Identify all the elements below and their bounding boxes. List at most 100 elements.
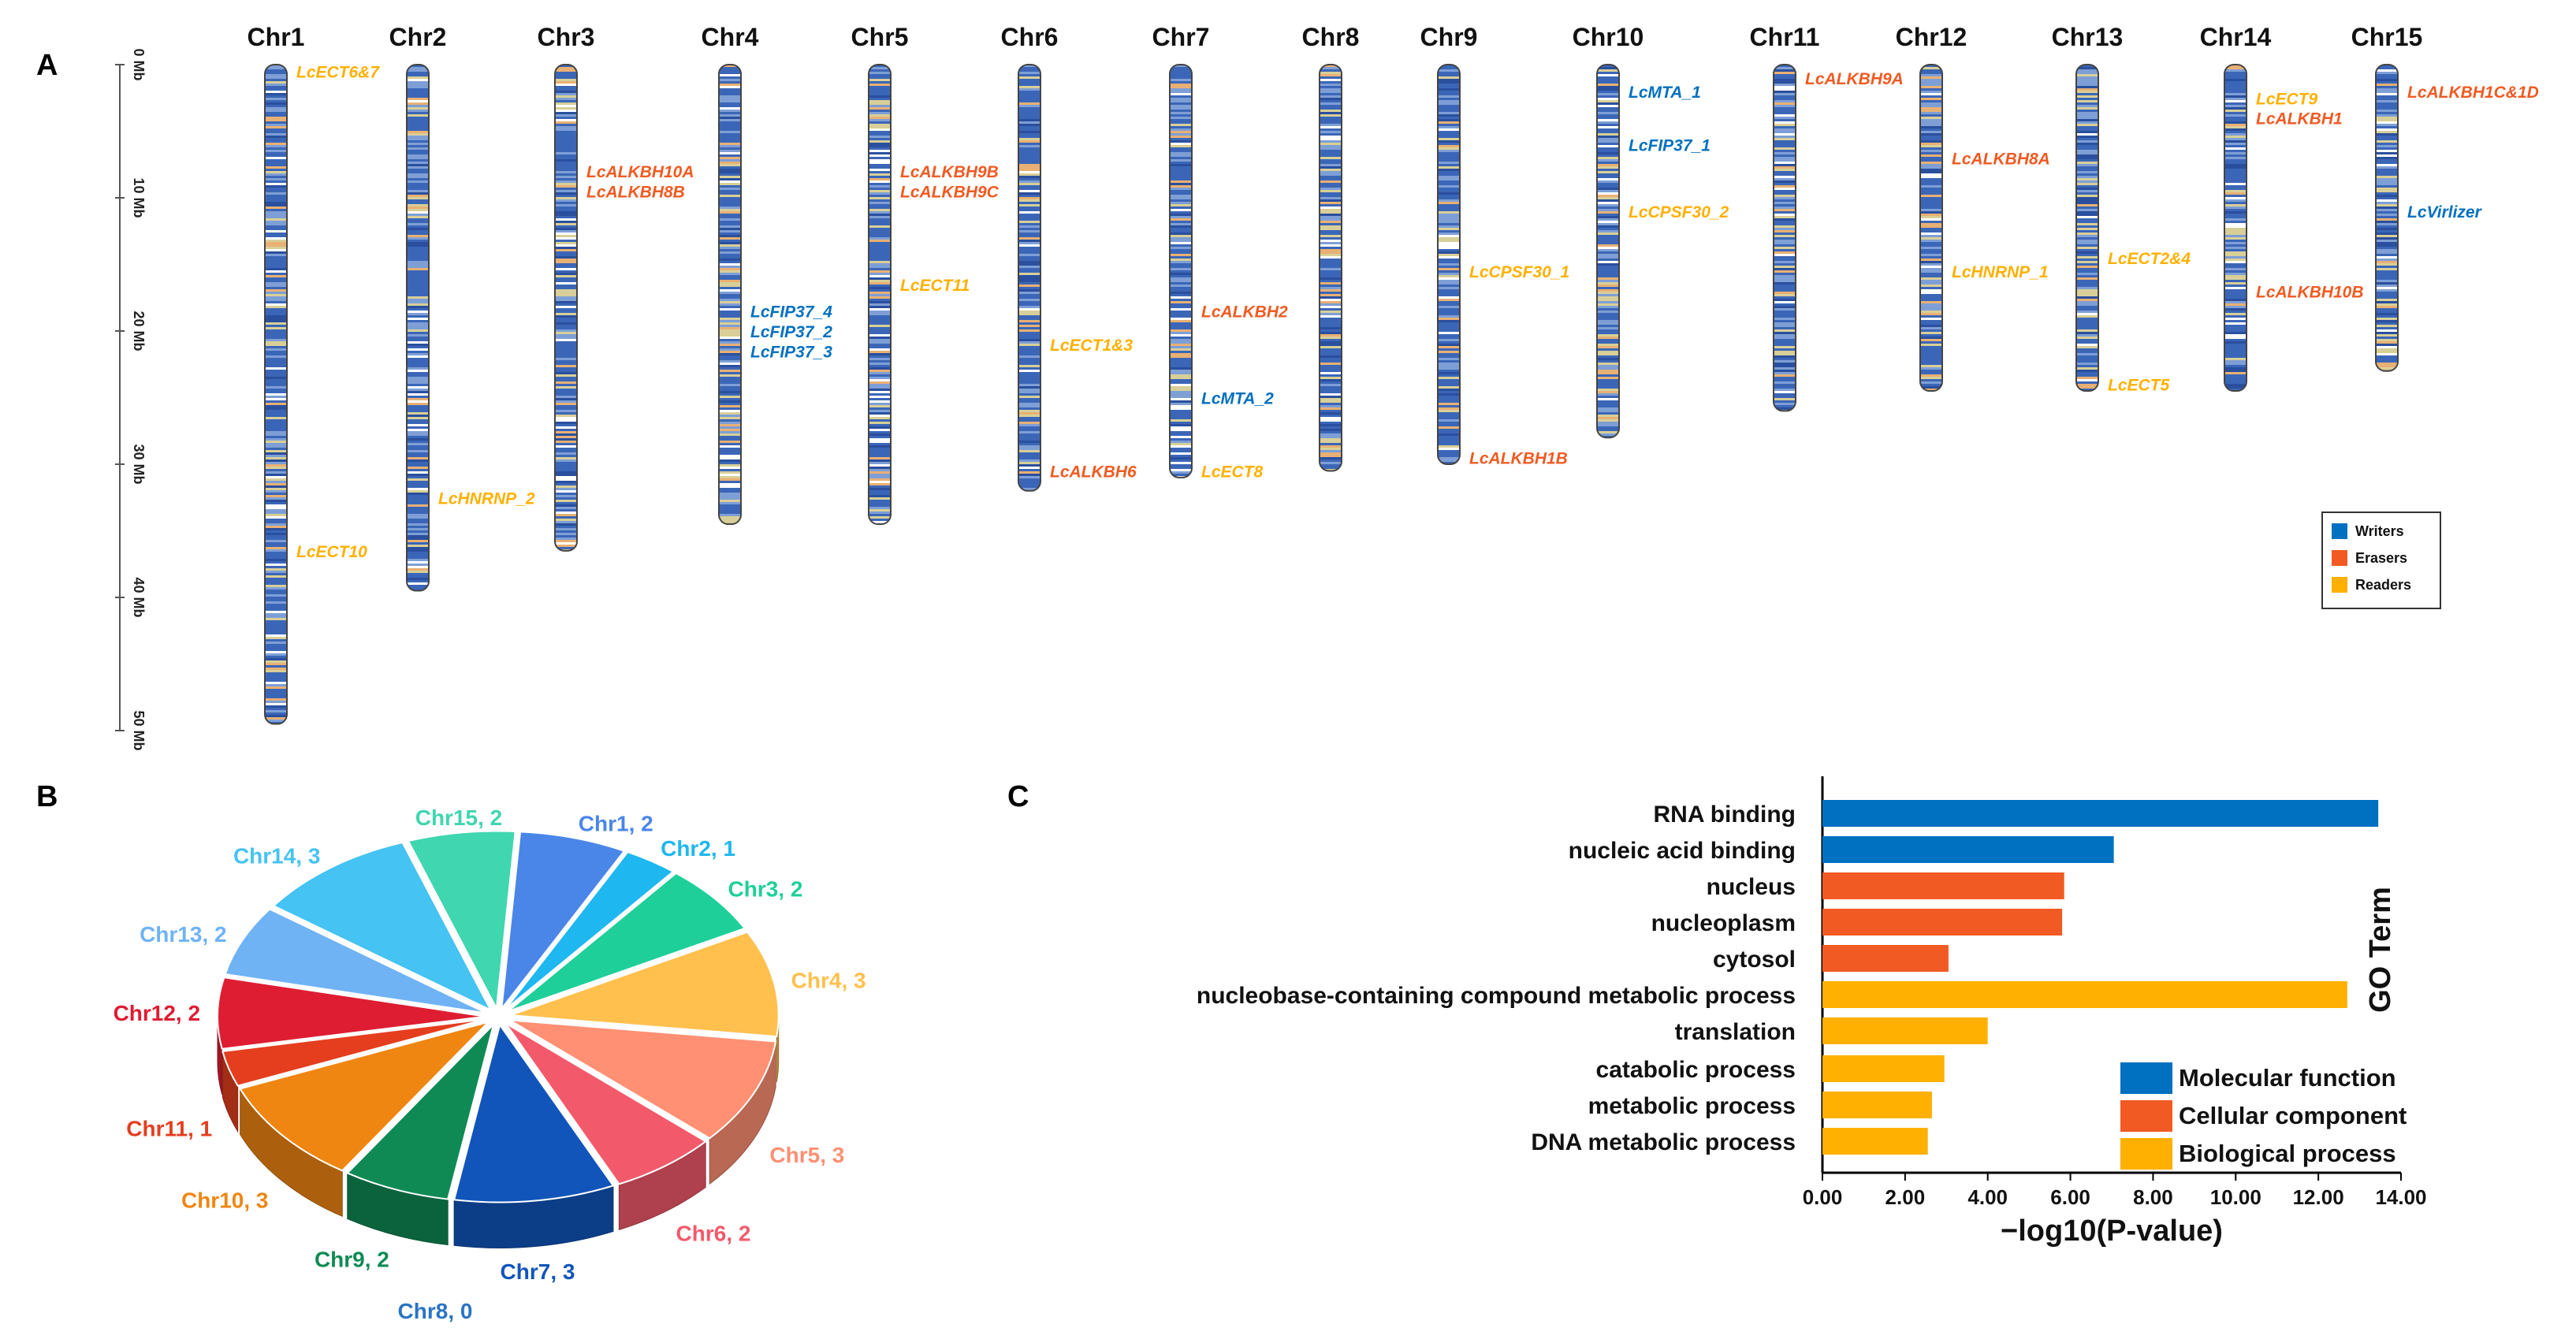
axis-tick-label: 0 Mb [131, 48, 147, 80]
legend-swatch [2120, 1100, 2172, 1132]
chromosome-body [555, 65, 577, 551]
bar [1822, 1128, 1928, 1155]
chromosome-name: Chr8 [1302, 23, 1360, 51]
pie-slice [452, 1023, 615, 1248]
chromosome-outline [2224, 64, 2247, 392]
chromosome-outline [1319, 64, 1342, 472]
pie-slice-label: Chr15, 2 [415, 805, 503, 830]
bar [1822, 1092, 1932, 1118]
pie-slice [272, 841, 493, 1012]
chromosome-body [719, 65, 741, 525]
chromosome-body [1438, 65, 1460, 464]
pie-slice-label: Chr1, 2 [579, 811, 653, 835]
pie-slice-label: Chr4, 3 [791, 969, 866, 993]
chromosome-outline [2075, 64, 2099, 392]
gene-label: LcCPSF30_2 [1629, 203, 1729, 221]
gene-label: LcFIP37_4 [750, 303, 832, 322]
pie-slice [346, 1021, 496, 1246]
pie-slice [407, 830, 516, 1011]
gene-label: LcECT9 [2256, 90, 2318, 108]
pie-slice [239, 1020, 491, 1218]
gene-label: LcALKBH10A [586, 163, 694, 181]
gene-label: LcECT1&3 [1050, 337, 1133, 355]
pie-slice [509, 1019, 777, 1185]
pie-slice [510, 931, 780, 1083]
chromosome-outline [868, 64, 892, 526]
chromosome: Chr9 [1420, 23, 1478, 465]
gene-label: LcECT10 [296, 543, 367, 561]
pie-slice [217, 976, 486, 1095]
category-label: nucleoplasm [1651, 910, 1796, 936]
gene-label: LcHNRNP_2 [438, 489, 535, 508]
pie-slice-label: Chr9, 2 [315, 1247, 389, 1271]
pie-slice-top [504, 850, 675, 1010]
gene-label: LcECT2&4 [2108, 250, 2191, 268]
pie-slice [504, 850, 675, 1010]
chromosome-name: Chr13 [2052, 23, 2124, 51]
pie-slice-top [224, 908, 487, 1014]
x-tick-label: 10.00 [2210, 1185, 2261, 1209]
gene-label: LcFIP37_1 [1629, 136, 1711, 154]
panel-label-b: B [36, 780, 58, 813]
chromosome-body [2076, 65, 2098, 392]
chromosome-outline [1919, 64, 1943, 392]
chromosome-body [1597, 65, 1619, 438]
axis-tick-label: 10 Mb [131, 177, 147, 218]
gene-label: LcALKBH1B [1469, 450, 1568, 468]
pie-slice-top [509, 1019, 777, 1140]
pie-slice-label: Chr14, 3 [233, 843, 321, 868]
gene-label: LcFIP37_2 [750, 323, 832, 341]
chromosome: Chr12 [1896, 23, 1967, 392]
legend: Molecular function Cellular component Biol… [2120, 1062, 2407, 1170]
chromosome-name: Chr11 [1750, 23, 1820, 51]
pie-slice-top [217, 976, 486, 1050]
chromosome-name: Chr4 [702, 23, 759, 51]
gene-label: LcVirlizer [2407, 203, 2483, 221]
gene-label: LcECT11 [900, 277, 970, 295]
chromosome: Chr8 [1302, 23, 1360, 472]
bar [1822, 872, 2064, 899]
bar [1822, 836, 2114, 863]
chromosome-name: Chr7 [1152, 23, 1210, 51]
gene-label: LcECT5 [2108, 377, 2170, 395]
pie-slice [221, 1017, 486, 1133]
pie-slice-label: Chr10, 3 [181, 1188, 269, 1212]
gene-label: LcALKBH6 [1050, 463, 1137, 481]
gene-label: LcCPSF30_1 [1469, 263, 1569, 281]
gene-label: LcALKBH9A [1805, 70, 1904, 88]
gene-label: LcALKBH2 [1201, 303, 1288, 322]
panel-label-c: C [1007, 780, 1029, 813]
category-label: nucleobase-containing compound metabolic… [1197, 983, 1796, 1009]
chromosome-body [2376, 65, 2398, 371]
gene-label: LcMTA_1 [1629, 84, 1701, 102]
pie-slice-label: Chr8, 0 [398, 1299, 473, 1323]
pie-slice-top [407, 830, 516, 1011]
chromosome-outline [1773, 64, 1796, 412]
chromosome-outline [1169, 64, 1193, 478]
category-label: RNA binding [1653, 802, 1796, 828]
chromosome: Chr14 [2200, 23, 2272, 392]
legend-swatch [2332, 550, 2347, 566]
category-label: nucleic acid binding [1569, 838, 1796, 864]
category-label: DNA metabolic process [1531, 1129, 1796, 1155]
category-label: translation [1675, 1019, 1796, 1045]
chromosome-name: Chr3 [538, 23, 595, 51]
pie-labels: Chr1, 2 Chr2, 1 Chr3, 2 Chr4, 3 Chr5, 3 Chr6,… [114, 805, 866, 1323]
chromosome-map: 0 Mb 10 Mb 20 Mb 30 Mb 40 Mb 50 Mb Chr1 Chr2 Chr… [115, 23, 2539, 751]
pie-slice-label: Chr11, 1 [126, 1117, 212, 1141]
chromosome-outline [406, 64, 430, 592]
pie-slice-label: Chr6, 2 [676, 1222, 751, 1246]
bar [1822, 800, 2379, 827]
gene-label: LcALKBH8A [1952, 150, 2050, 168]
chromosome-body [1920, 65, 1942, 392]
pie-slice-label: Chr5, 3 [769, 1143, 844, 1167]
bar [1822, 1055, 1945, 1082]
pie-slice-label: Chr12, 2 [114, 1001, 201, 1025]
chromosome-name: Chr9 [1420, 23, 1478, 51]
chromosome-outline [1437, 64, 1461, 465]
chromosome-name: Chr12 [1896, 23, 1967, 51]
chromosome: Chr3 [538, 23, 595, 552]
legend-label: Molecular function [2179, 1064, 2396, 1092]
bar [1822, 981, 2347, 1008]
